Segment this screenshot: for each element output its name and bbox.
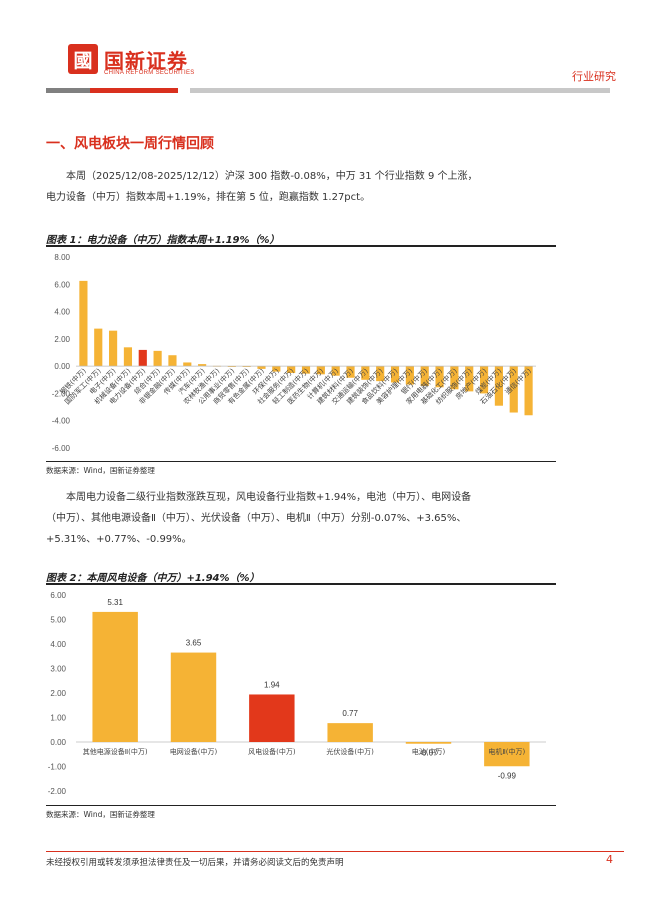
bar (509, 366, 518, 413)
figure-2-chart: 6.00 5.00 4.00 3.00 2.00 1.00 0.00 -1.00 -2.00 5.… (46, 586, 556, 802)
data-label: -0.07 (419, 749, 438, 758)
footer-disclaimer: 未经授权引用或转发须承担法律责任及一切后果，并请务必阅读文后的免责声明 (46, 858, 344, 868)
y-tick-label: 6.00 (54, 280, 70, 289)
data-label: 5.31 (107, 598, 123, 607)
bar (405, 742, 452, 744)
figure-2-source: 数据来源：Wind，国新证券整理 (46, 810, 155, 819)
figure-1-title: 图表 1：电力设备（中万）指数本周+1.19%（%） (46, 235, 280, 246)
x-category-label: 电池(中万) (412, 747, 446, 756)
bar (183, 362, 192, 367)
header-divider-red (90, 88, 178, 93)
bar (465, 366, 474, 392)
bar (346, 366, 355, 378)
bar (170, 652, 217, 742)
y-tick-label: 2.00 (50, 689, 66, 698)
bar (198, 364, 207, 367)
y-tick-label: 3.00 (50, 665, 66, 674)
bar (331, 366, 340, 376)
bar (94, 328, 103, 367)
bar (92, 611, 138, 742)
bar (327, 723, 373, 742)
y-tick-label: -2.00 (48, 787, 67, 796)
paragraph-subindustry-summary: 本周电力设备二级行业指数涨跌互现，风电设备行业指数+1.94%，电池（中万）、电… (46, 492, 472, 545)
bar (361, 366, 370, 380)
bar (479, 366, 489, 394)
bar (153, 350, 162, 367)
bar (168, 355, 177, 367)
y-tick-label: 5.00 (50, 616, 66, 625)
bar (420, 366, 429, 386)
figure-1-chart: 8.00 6.00 4.00 2.00 0.00 -2.00 -4.00 -6.00 钢铁(中万… (46, 248, 556, 458)
y-tick-label: 1.00 (50, 714, 66, 723)
figure-1-source: 数据来源：Wind，国新证券整理 (46, 466, 155, 475)
y-tick-label: -2.00 (52, 389, 71, 398)
bar (405, 366, 414, 385)
chart-1-svg: 8.006.004.002.000.00-2.00-4.00-6.00钢铁(中万… (52, 253, 536, 453)
x-category-label: 电机Ⅱ(中万) (488, 747, 525, 756)
bar (301, 366, 311, 374)
figure-1-bottom-rule (46, 461, 556, 462)
x-category-label: 光伏设备(中万) (326, 747, 374, 756)
bar (272, 366, 281, 372)
bar (316, 366, 325, 375)
y-tick-label: 8.00 (54, 253, 70, 262)
y-tick-label: -6.00 (52, 444, 71, 453)
bar (109, 330, 118, 367)
report-category: 行业研究 (572, 70, 616, 83)
x-category-label: 其他电源设备Ⅱ(中万) (83, 747, 148, 756)
bar (249, 694, 295, 742)
bar (390, 366, 400, 383)
y-tick-label: 4.00 (54, 308, 70, 317)
data-label: 1.94 (264, 680, 280, 689)
figure-2-bottom-rule (46, 805, 556, 806)
y-tick-label: 6.00 (50, 591, 66, 600)
bar (257, 366, 266, 369)
y-tick-label: -4.00 (52, 417, 71, 426)
x-category-label: 电网设备(中万) (170, 747, 218, 756)
bar (450, 366, 459, 390)
header-divider-light (190, 88, 610, 93)
company-logo-icon: 國 (68, 44, 98, 74)
bar (123, 347, 133, 367)
data-label: -0.99 (498, 771, 517, 780)
y-tick-label: -1.00 (48, 763, 67, 772)
figure-2-title: 图表 2：本周风电设备（中万）+1.94%（%） (46, 573, 260, 584)
chart-2-svg: 6.00 5.00 4.00 3.00 2.00 1.00 0.00 -1.00 -2.00 5.… (48, 591, 546, 796)
bar (376, 366, 385, 382)
bar (287, 366, 296, 373)
bar (494, 366, 503, 406)
bar (524, 366, 533, 416)
y-tick-label: 2.00 (54, 335, 70, 344)
data-label: 3.65 (186, 639, 202, 648)
header-divider-grey (46, 88, 90, 93)
y-tick-label: 0.00 (50, 738, 66, 747)
bar (79, 280, 88, 367)
bar (138, 349, 147, 367)
bar (435, 366, 444, 388)
data-label: 0.77 (342, 709, 358, 718)
section-title: 一、风电板块一周行情回顾 (46, 136, 214, 152)
paragraph-weekly-summary: 本周（2025/12/08-2025/12/12）沪深 300 指数-0.08%… (46, 171, 478, 203)
footer-rule (46, 851, 624, 852)
page-header: 國 国新证券 CHINA REFORM SECURITIES 行业研究 (0, 0, 662, 100)
y-tick-label: 4.00 (50, 640, 66, 649)
y-tick-label: 0.00 (54, 362, 70, 371)
x-category-label: 风电设备(中万) (248, 747, 296, 756)
figure-1-top-rule (46, 245, 556, 247)
logo-glyph: 國 (73, 49, 93, 72)
company-name: 国新证券 (104, 49, 188, 73)
page-number: 4 (606, 853, 613, 866)
company-name-en: CHINA REFORM SECURITIES (104, 70, 195, 76)
bar (484, 742, 530, 767)
figure-2-top-rule (46, 583, 556, 585)
